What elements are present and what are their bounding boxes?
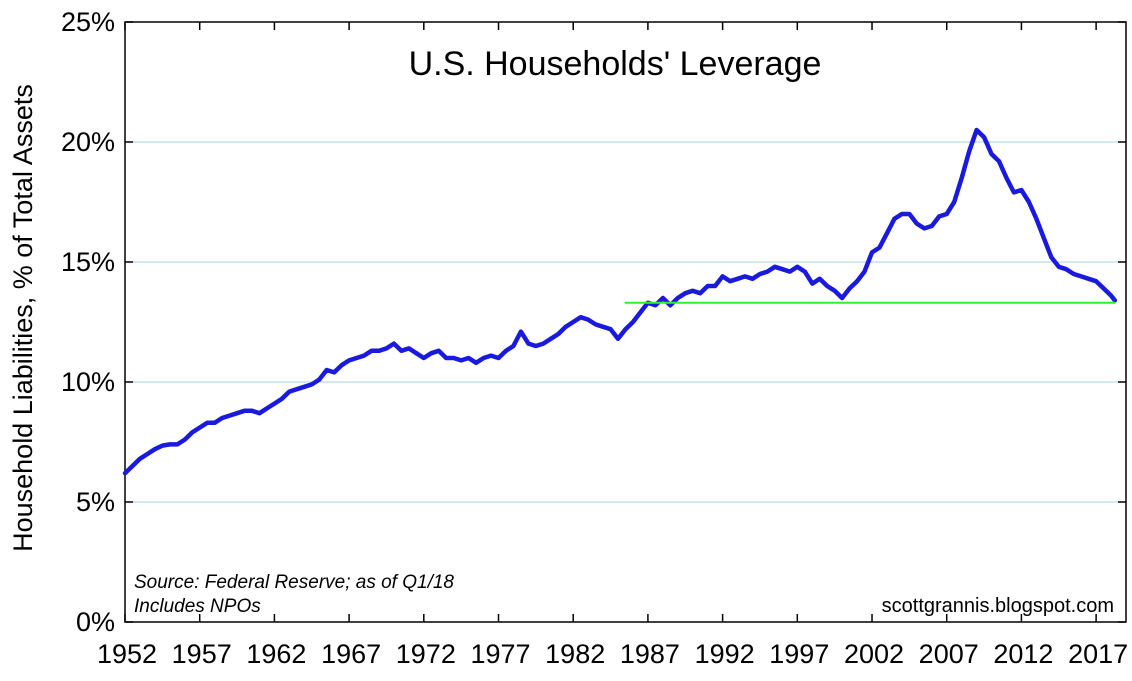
source-note: Source: Federal Reserve; as of Q1/18 <box>134 572 454 593</box>
y-tick-label: 20% <box>61 127 115 157</box>
x-tick-label: 1962 <box>246 639 306 669</box>
x-tick-label: 1957 <box>172 639 232 669</box>
y-axis-label: Household Liabilities, % of Total Assets <box>8 84 38 552</box>
x-tick-label: 1952 <box>97 639 157 669</box>
x-tick-label: 1982 <box>545 639 605 669</box>
source-note-npos: Includes NPOs <box>134 596 261 617</box>
series-line-leverage <box>122 127 1118 476</box>
y-tick-label: 15% <box>61 247 115 277</box>
tick-marks <box>124 21 1126 623</box>
x-tick-label: 1987 <box>620 639 680 669</box>
x-tick-label: 2007 <box>919 639 979 669</box>
x-tick-label: 2002 <box>844 639 904 669</box>
series-layer <box>122 127 1118 476</box>
y-tick-label: 25% <box>61 7 115 37</box>
x-tick-label: 1997 <box>769 639 829 669</box>
chart-title: U.S. Households' Leverage <box>409 45 822 83</box>
x-tick-label: 2017 <box>1068 639 1128 669</box>
x-tick-label: 1992 <box>695 639 755 669</box>
y-tick-label: 0% <box>76 607 115 637</box>
credit-text: scottgrannis.blogspot.com <box>882 595 1114 617</box>
plot-frame <box>124 21 1127 623</box>
x-tick-label: 1977 <box>470 639 530 669</box>
x-tick-label: 1967 <box>321 639 381 669</box>
y-tick-label: 10% <box>61 367 115 397</box>
x-tick-label: 1972 <box>396 639 456 669</box>
grid-layer <box>125 141 1126 503</box>
x-tick-label: 2012 <box>993 639 1053 669</box>
y-tick-label: 5% <box>76 487 115 517</box>
